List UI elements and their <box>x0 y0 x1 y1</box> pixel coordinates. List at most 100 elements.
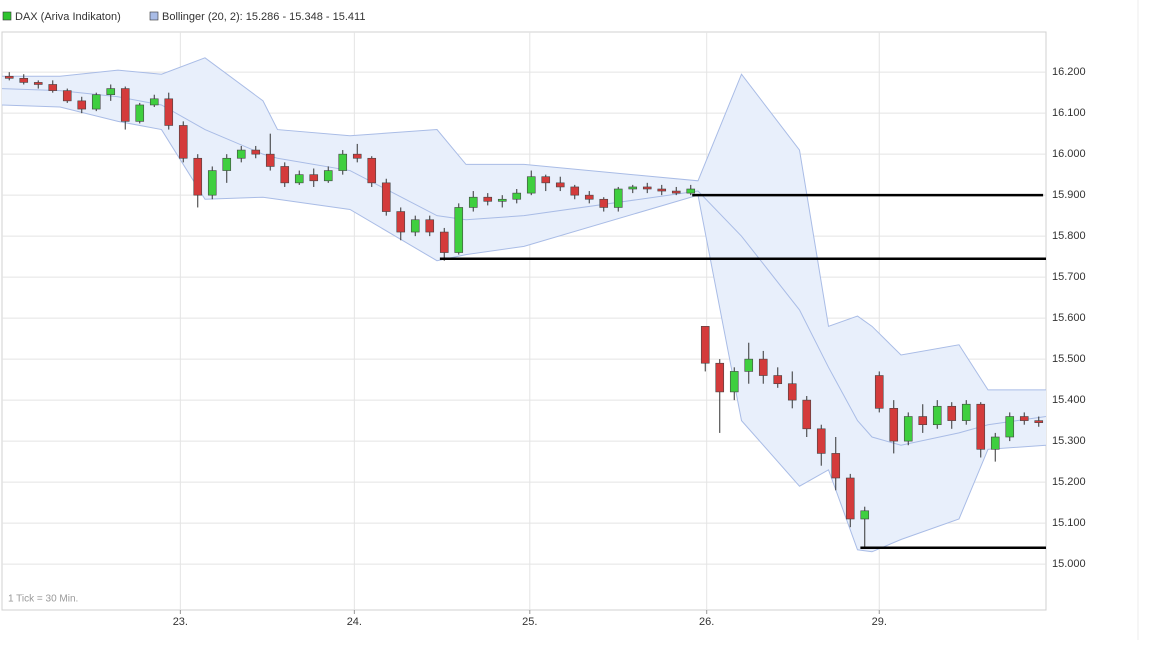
candle-body <box>251 149 261 155</box>
candle-body <box>48 84 58 91</box>
y-tick-label: 15.900 <box>1052 189 1086 201</box>
candle-body <box>831 453 841 479</box>
candle-body <box>903 416 913 442</box>
candle-body <box>497 198 507 202</box>
y-tick-label: 15.200 <box>1052 476 1086 488</box>
y-tick-label: 15.800 <box>1052 230 1086 242</box>
candle-body <box>193 157 203 196</box>
candle-body <box>468 196 478 208</box>
candle-body <box>77 100 87 110</box>
candle-body <box>599 198 609 208</box>
candle-body <box>932 405 942 426</box>
y-tick-label: 15.100 <box>1052 517 1086 529</box>
y-tick-label: 15.600 <box>1052 312 1086 324</box>
candle-body <box>773 375 783 385</box>
candle-body <box>860 510 870 520</box>
candle-body <box>555 182 565 188</box>
candle-body <box>352 153 362 159</box>
candle-body <box>628 186 638 190</box>
candle-body <box>294 174 304 184</box>
x-tick-label: 25. <box>522 616 537 628</box>
x-tick-label: 23. <box>173 616 188 628</box>
candle-body <box>222 157 232 171</box>
candle-body <box>1019 416 1029 421</box>
candle-body <box>381 182 391 212</box>
candle-body <box>33 82 43 85</box>
candle-body <box>106 88 116 96</box>
bollinger-band <box>2 57 1046 552</box>
candle-body <box>874 375 884 409</box>
candle-body <box>323 170 333 182</box>
candle-body <box>338 153 348 171</box>
candle-body <box>483 196 493 202</box>
candle-body <box>816 428 826 454</box>
x-tick-label: 26. <box>699 616 714 628</box>
candle-body <box>758 358 768 376</box>
candle-body <box>454 207 464 253</box>
y-tick-label: 16.100 <box>1052 107 1086 119</box>
candle-body <box>265 153 275 167</box>
candle-body <box>4 75 14 79</box>
candle-body <box>613 188 623 208</box>
candle-body <box>62 90 72 102</box>
candle-body <box>787 383 797 401</box>
x-tick-label: 24. <box>347 616 362 628</box>
candle-body <box>541 176 551 184</box>
bollinger-lower <box>1 104 1047 553</box>
footnote: 1 Tick = 30 Min. <box>8 594 78 605</box>
y-tick-label: 16.000 <box>1052 148 1086 160</box>
bollinger-upper <box>2 57 1046 391</box>
candle-body <box>584 194 594 200</box>
candle-body <box>570 186 580 196</box>
y-tick-label: 15.700 <box>1052 271 1086 283</box>
y-tick-label: 15.300 <box>1052 435 1086 447</box>
candle-body <box>396 211 406 233</box>
candle-body <box>178 125 188 159</box>
candle-body <box>280 166 290 184</box>
candle-body <box>149 98 159 106</box>
candle-body <box>439 231 449 253</box>
candle-body <box>19 78 29 83</box>
candle-body <box>1034 420 1044 423</box>
candle-body <box>990 436 1000 450</box>
candle-body <box>961 403 971 421</box>
candle-body <box>976 403 986 450</box>
candle-body <box>120 88 130 122</box>
candle-body <box>889 408 899 442</box>
candle-body <box>236 149 246 159</box>
candle-body <box>135 104 145 122</box>
candle-body <box>700 326 710 364</box>
legend-swatch <box>2 11 12 21</box>
candle-body <box>947 405 957 421</box>
y-tick-label: 15.400 <box>1052 394 1086 406</box>
legend-swatch <box>149 11 159 21</box>
y-tick-label: 15.500 <box>1052 353 1086 365</box>
candle-body <box>729 371 739 393</box>
candle-body <box>309 174 319 182</box>
legend-label: Bollinger (20, 2): 15.286 - 15.348 - 15.… <box>162 11 365 23</box>
candle-body <box>367 157 377 184</box>
candle-body <box>744 358 754 372</box>
candle-body <box>1005 416 1015 438</box>
y-tick-label: 16.200 <box>1052 66 1086 78</box>
candle-body <box>642 186 652 190</box>
candle-body <box>91 94 101 110</box>
candle-body <box>686 188 696 194</box>
candle-body <box>671 190 681 194</box>
candle-body <box>657 188 667 192</box>
legend-label: DAX (Ariva Indikaton) <box>15 11 121 23</box>
candle-body <box>715 362 725 393</box>
candle-body <box>164 98 174 126</box>
candle-body <box>802 399 812 430</box>
x-tick-label: 29. <box>872 616 887 628</box>
candle-body <box>512 192 522 200</box>
candle-body <box>845 477 855 520</box>
candle-body <box>410 219 420 233</box>
candle-body <box>526 176 536 194</box>
candle-body <box>207 170 217 196</box>
candle-body <box>425 219 435 233</box>
candle-body <box>918 416 928 426</box>
y-tick-label: 15.000 <box>1052 558 1086 570</box>
bollinger-middle <box>1 88 1047 446</box>
